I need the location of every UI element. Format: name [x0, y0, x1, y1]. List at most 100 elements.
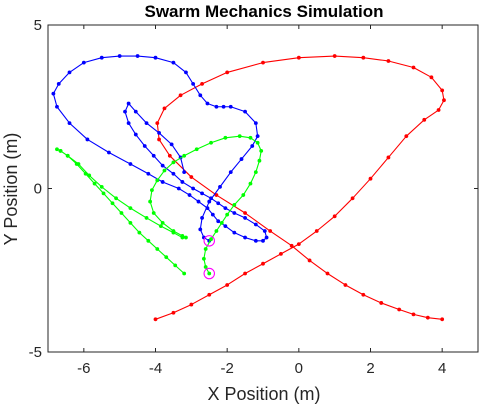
series-3-point [180, 235, 185, 240]
series-1-point [442, 98, 446, 103]
series-2-point [253, 222, 258, 227]
series-3-point [128, 220, 133, 225]
series-1-point [279, 252, 283, 256]
series-1-point [189, 175, 194, 179]
series-2-point [253, 121, 258, 125]
series-1-point [189, 302, 194, 307]
series-3-point [160, 220, 165, 225]
series-2-point [216, 219, 221, 224]
series-3-point [203, 265, 208, 269]
series-2-point [243, 109, 247, 114]
series-2-point [250, 144, 255, 148]
series-3-point [74, 162, 79, 166]
series-2-point [207, 199, 212, 204]
series-2-point [253, 238, 258, 243]
series-2-point [216, 201, 221, 206]
x-tick-label: 2 [366, 360, 374, 377]
series-2-point [228, 104, 233, 109]
series-3-point [248, 181, 253, 186]
series-2-point [133, 109, 138, 114]
series-2-point [160, 163, 165, 168]
series-3-point [150, 188, 154, 193]
series-1-point [314, 229, 319, 233]
series-1-point [307, 258, 312, 263]
series-3-point [87, 173, 92, 178]
series-2-point [223, 224, 228, 229]
x-tick-label: -6 [77, 360, 90, 377]
series-3-point [65, 153, 70, 158]
series-2-point [171, 60, 176, 65]
series-2-point [182, 170, 187, 175]
series-2-point [198, 93, 203, 98]
y-tick-label: 5 [34, 17, 42, 34]
series-3-point [171, 160, 176, 165]
series-1-point [243, 271, 247, 276]
series-1-point [440, 88, 445, 93]
series-1-point [411, 65, 416, 70]
series-2-point [126, 101, 131, 106]
series-2-point [191, 186, 196, 191]
series-2-point [133, 132, 138, 137]
series-2-point [200, 191, 204, 196]
series-3-point [209, 237, 213, 242]
series-1-point [225, 283, 230, 287]
series-3-point [219, 220, 224, 225]
series-2-point [171, 171, 176, 176]
series-3-point [241, 193, 246, 197]
series-2-point [243, 235, 247, 240]
series-3-point [259, 148, 264, 153]
series-2-point [214, 104, 219, 109]
series-1-point [153, 317, 158, 322]
series-layer [51, 54, 446, 322]
series-3-point [209, 140, 213, 145]
agent-2-marker [203, 267, 216, 280]
series-1-point [178, 93, 183, 98]
x-tick-label: 0 [295, 360, 303, 377]
series-3-point [203, 247, 208, 251]
series-2-point [160, 180, 165, 184]
series-2-point [261, 238, 265, 243]
series-3-point [232, 202, 237, 207]
series-2-point [153, 55, 158, 60]
series-3-point [83, 171, 88, 176]
series-1-point [343, 283, 348, 287]
plot-area [48, 25, 478, 352]
series-2-point [126, 121, 131, 125]
series-2-point [243, 216, 247, 220]
series-2-point [228, 170, 233, 175]
series-1-point [411, 312, 416, 317]
series-2-point [85, 137, 90, 142]
series-3-point [162, 168, 167, 173]
series-1-point [368, 176, 373, 181]
y-tick-label: 0 [34, 181, 42, 198]
series-1-point [225, 70, 230, 75]
series-2-point [196, 199, 201, 204]
series-3-point [146, 238, 151, 243]
series-1-point [440, 317, 445, 322]
series-1-point [404, 134, 409, 139]
series-1-point [200, 81, 204, 86]
series-2-point [198, 227, 203, 232]
series-2-point [191, 81, 196, 86]
series-1-point [167, 153, 172, 158]
series-1-point [350, 196, 355, 201]
series-3-point [119, 211, 124, 215]
series-2-point [107, 150, 111, 155]
series-3-point [92, 181, 97, 186]
series-2-point [67, 70, 72, 75]
series-1-point [361, 55, 366, 60]
series-2-point [157, 131, 161, 135]
series-2-point [187, 193, 192, 197]
series-3-point [155, 247, 160, 251]
series-1-point [296, 55, 301, 60]
series-2-point [232, 211, 237, 215]
series-3-point [137, 230, 142, 235]
series-1-point [171, 310, 176, 315]
series-3-point [184, 235, 188, 240]
series-2-point [200, 216, 204, 220]
series-3-point [128, 206, 133, 211]
series-1-point [268, 229, 273, 233]
series-3-point [201, 256, 206, 261]
chart-title: Swarm Mechanics Simulation [144, 2, 383, 21]
series-3-point [164, 255, 169, 260]
